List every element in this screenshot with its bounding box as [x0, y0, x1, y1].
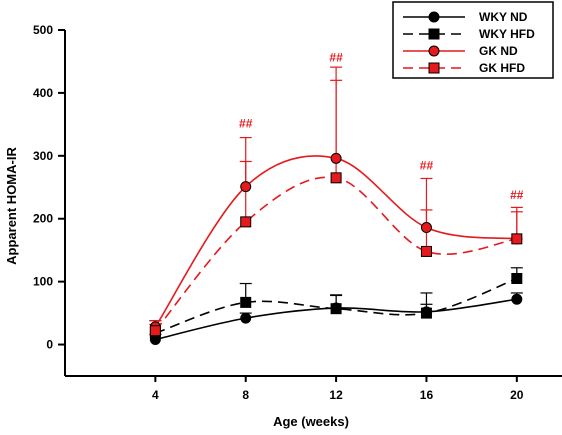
- wky-nd-point: [240, 312, 252, 324]
- y-tick-label: 500: [33, 23, 53, 37]
- gk-hfd-point: [240, 216, 252, 228]
- plot-area: 0 100 200 300 400 500 4 8 12 16 20 ## ## ## ##: [33, 23, 562, 402]
- y-tick-label: 0: [46, 338, 53, 352]
- wky-hfd-legend-marker: [428, 28, 440, 40]
- x-tick-label: 12: [329, 388, 343, 402]
- gk-hfd-point: [420, 245, 432, 257]
- wky-nd-legend-marker: [428, 11, 440, 23]
- wky-hfd-point: [420, 307, 432, 319]
- gk-nd-point: [240, 181, 252, 193]
- x-tick-label: 4: [152, 388, 159, 402]
- gk-nd-point: [330, 152, 342, 164]
- wky-nd-legend-label: WKY ND: [479, 10, 528, 24]
- wky-hfd-point: [240, 296, 252, 308]
- wky-hfd-point: [330, 303, 342, 315]
- y-tick-label: 400: [33, 86, 53, 100]
- significance-annotation: ##: [329, 50, 343, 64]
- gk-hfd-point: [330, 172, 342, 184]
- x-tick-label: 20: [510, 388, 524, 402]
- wky-hfd-point: [511, 272, 523, 284]
- gk-nd-legend-label: GK ND: [479, 44, 518, 58]
- significance-annotation: ##: [239, 117, 253, 131]
- x-axis-title: Age (weeks): [273, 414, 349, 429]
- y-tick-label: 200: [33, 212, 53, 226]
- significance-annotation: ##: [420, 159, 434, 173]
- wky-hfd-series-line: [155, 277, 518, 334]
- gk-hfd-legend-label: GK HFD: [479, 61, 525, 75]
- y-axis-title: Apparent HOMA-IR: [4, 147, 19, 265]
- x-tick-label: 8: [242, 388, 249, 402]
- gk-hfd-point: [511, 233, 523, 245]
- gk-hfd-point: [149, 325, 161, 337]
- legend: WKY ND WKY HFD GK ND GK HFD: [392, 1, 554, 79]
- gk-nd-legend-marker: [428, 45, 440, 57]
- significance-annotation: ##: [510, 188, 524, 202]
- wky-hfd-legend-label: WKY HFD: [479, 27, 535, 41]
- legend-box: [392, 1, 554, 79]
- x-tick-label: 16: [420, 388, 434, 402]
- wky-nd-point: [511, 293, 523, 305]
- y-tick-label: 100: [33, 275, 53, 289]
- gk-nd-point: [420, 222, 432, 234]
- gk-hfd-legend-marker: [428, 62, 440, 74]
- y-tick-label: 300: [33, 149, 53, 163]
